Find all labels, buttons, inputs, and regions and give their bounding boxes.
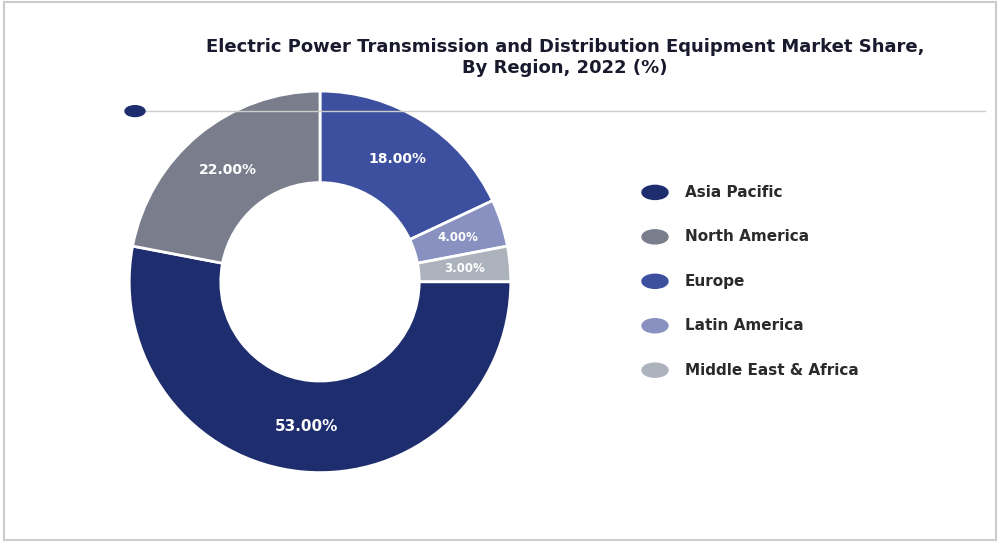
Text: PRECEDENCE: PRECEDENCE	[21, 27, 98, 37]
Text: Europe: Europe	[685, 274, 745, 289]
Text: Middle East & Africa: Middle East & Africa	[685, 363, 859, 378]
Wedge shape	[417, 246, 511, 282]
Text: Electric Power Transmission and Distribution Equipment Market Share,
By Region, : Electric Power Transmission and Distribu…	[206, 38, 924, 77]
Text: 3.00%: 3.00%	[444, 262, 485, 275]
Text: 22.00%: 22.00%	[199, 163, 257, 177]
Wedge shape	[410, 201, 507, 263]
Text: Latin America: Latin America	[685, 318, 804, 333]
Text: 4.00%: 4.00%	[437, 230, 478, 243]
Text: 53.00%: 53.00%	[275, 418, 338, 434]
Text: Asia Pacific: Asia Pacific	[685, 185, 782, 200]
Text: North America: North America	[685, 229, 809, 244]
Wedge shape	[129, 246, 511, 473]
Text: RESEARCH: RESEARCH	[28, 51, 91, 61]
Wedge shape	[133, 91, 320, 263]
Wedge shape	[320, 91, 493, 240]
Text: 18.00%: 18.00%	[369, 152, 427, 166]
